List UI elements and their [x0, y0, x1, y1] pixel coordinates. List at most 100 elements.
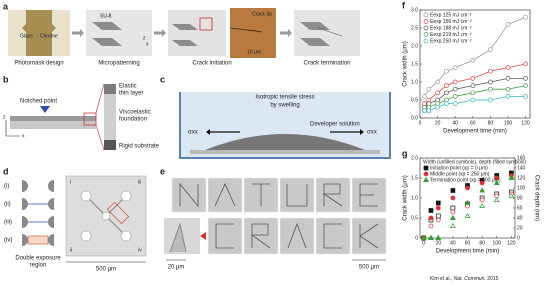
- label: SU-8: [100, 13, 112, 19]
- marker: [508, 174, 515, 180]
- y2-tick-label: 40: [517, 215, 523, 221]
- corner-label: iii: [138, 179, 141, 185]
- y-axis-label: Crack width (μm): [403, 175, 409, 220]
- x-axis-label: Development time (min): [443, 129, 507, 135]
- rigid-substrate: [104, 140, 116, 150]
- marker: [488, 86, 493, 92]
- step-label: (ii): [4, 202, 11, 208]
- panel-letter: g: [402, 148, 408, 158]
- citation-authors: Kim et al.,: [430, 276, 452, 282]
- marker: [523, 83, 528, 88]
- y-tick-label: 0.5: [411, 215, 418, 221]
- panel-d: d (i) (ii) (iii) (iv) Double exposure re…: [3, 166, 147, 273]
- marker: [523, 76, 528, 81]
- zoom-box: [83, 112, 97, 126]
- arrow: [80, 29, 84, 37]
- label: Developer solution: [310, 122, 360, 128]
- marker: [420, 234, 427, 240]
- marker: [423, 19, 429, 24]
- y2-tick-label: 20: [517, 225, 523, 231]
- marker: [493, 179, 500, 185]
- x-tick-label: 60: [465, 240, 471, 246]
- legend-label: Initiation point (xp = 0 μm): [430, 165, 488, 171]
- label: σxx: [367, 130, 377, 136]
- panel-c: c Isotropic tensile stress by swelling D…: [160, 74, 391, 159]
- holes: [80, 190, 132, 242]
- marker: [435, 205, 441, 211]
- marker: [450, 209, 456, 215]
- marker: [470, 76, 476, 81]
- axis-label: z: [143, 35, 146, 41]
- marker: [505, 65, 511, 70]
- marker: [444, 83, 449, 88]
- scale-label: 500 μm: [359, 265, 379, 271]
- y-tick-label: 1.5: [411, 61, 418, 67]
- corner-label: iv: [138, 247, 142, 253]
- legend-label: Eexp 219 mJ cm⁻²: [430, 32, 472, 38]
- marker: [426, 108, 432, 114]
- crack-letters: [179, 182, 379, 249]
- rect: [315, 177, 351, 213]
- x-tick-label: 0: [419, 120, 422, 126]
- pattern: [300, 22, 330, 46]
- letter-tiles: [171, 177, 387, 255]
- marker: [449, 214, 456, 220]
- arrow: [288, 29, 292, 37]
- marker: [435, 217, 441, 223]
- crack-detail: [169, 222, 187, 253]
- axis-label: z: [3, 114, 6, 120]
- legend-label: Eexp 156 mJ cm⁻²: [430, 19, 472, 25]
- rect: [207, 177, 243, 213]
- series-line: [424, 63, 526, 104]
- rect: [207, 217, 243, 255]
- marker: [422, 108, 427, 114]
- marker: [479, 180, 485, 186]
- marker: [435, 104, 440, 110]
- rect: [243, 217, 279, 255]
- marker: [422, 94, 427, 99]
- notch-marker: [40, 106, 50, 113]
- step-label: (iv): [4, 238, 12, 244]
- x-tick-label: 60: [470, 120, 476, 126]
- circle: [101, 211, 111, 221]
- label: Elastic: [119, 84, 137, 90]
- y2-tick-label: 160: [517, 155, 526, 161]
- rect: [315, 217, 351, 255]
- y-axis-label: Crack width (μm): [403, 41, 409, 86]
- legend-label: Eexp 250 mJ cm⁻²: [430, 38, 472, 44]
- marker: [435, 234, 442, 240]
- scale-label: 500 μm: [96, 267, 116, 273]
- crack: [317, 27, 343, 37]
- label: thin layer: [119, 91, 143, 97]
- arrow: [162, 29, 166, 37]
- marker: [435, 79, 440, 85]
- panel-letter: a: [3, 1, 9, 11]
- axis-label: x: [22, 133, 25, 139]
- marker: [488, 47, 493, 52]
- y-tick-label: 0: [415, 235, 418, 241]
- legend-label: Middle point (xp = 250 μm): [430, 171, 490, 177]
- rect: [351, 217, 387, 255]
- legend-title: Width (unfilled symbols), depth (filled …: [423, 159, 526, 165]
- axis-label: x: [146, 41, 149, 47]
- marker: [444, 68, 449, 74]
- panel-letter: d: [3, 166, 9, 176]
- marker: [488, 79, 493, 85]
- corner-label: ii: [70, 247, 72, 253]
- marker: [523, 61, 528, 67]
- y-tick-label: 1.0: [411, 195, 418, 201]
- marker: [423, 176, 429, 182]
- marker: [428, 215, 434, 221]
- marker: [505, 22, 511, 27]
- film: [205, 134, 365, 150]
- panel-a: a Glass Chrome Photomask design SU-8 z x…: [3, 1, 360, 67]
- marker: [428, 234, 434, 240]
- x-tick-label: 40: [450, 240, 456, 246]
- x-tick-label: 20: [435, 120, 441, 126]
- crack-image: [168, 10, 226, 56]
- label: Isotropic tensile stress: [255, 95, 314, 101]
- circle: [120, 230, 132, 242]
- double-exposure: [106, 201, 130, 225]
- marker: [450, 205, 456, 211]
